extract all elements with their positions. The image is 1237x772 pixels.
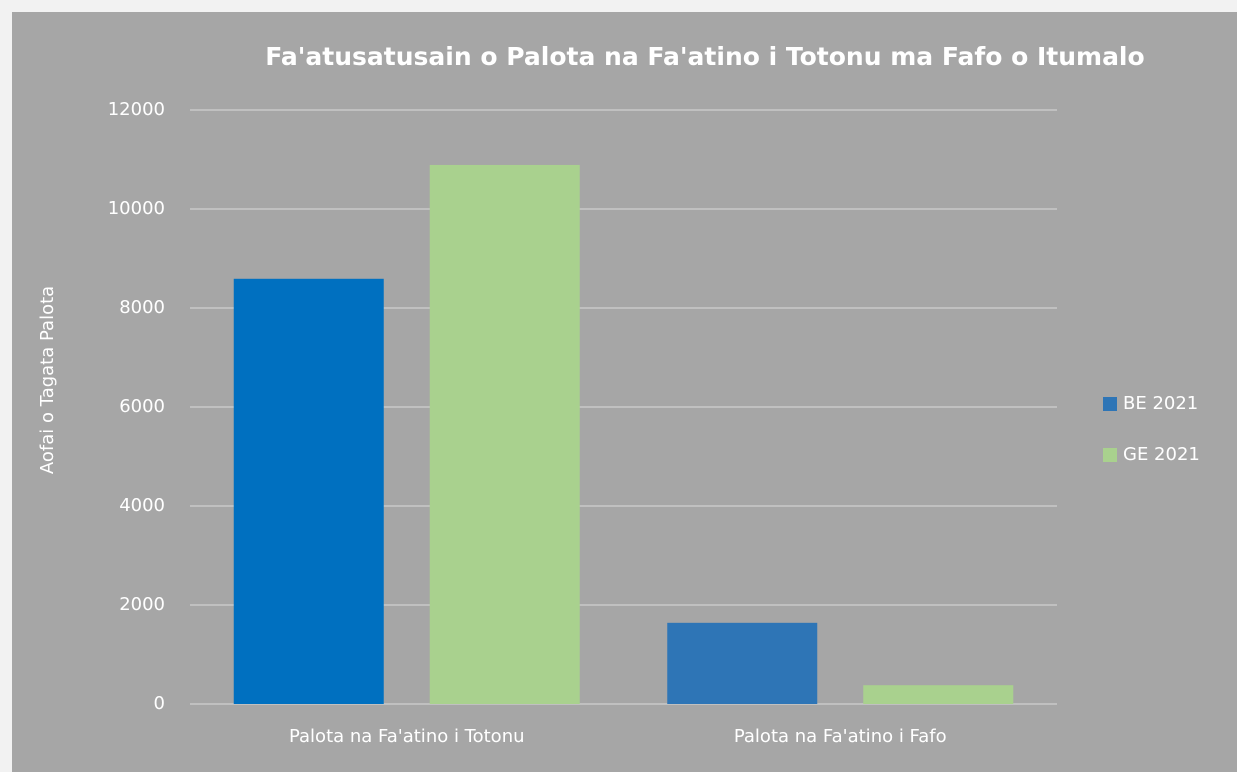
- chart-title: Fa'atusatusain o Palota na Fa'atino i To…: [265, 42, 1144, 71]
- y-tick-label: 4000: [119, 495, 165, 516]
- y-axis-label: Aofai o Tagata Palota: [37, 286, 58, 474]
- y-tick-label: 12000: [108, 99, 165, 120]
- y-tick-label: 8000: [119, 297, 165, 318]
- y-tick-label: 0: [154, 693, 165, 714]
- legend-swatch: [1103, 448, 1117, 462]
- x-tick-label: Palota na Fa'atino i Totonu: [289, 726, 525, 747]
- legend-label: GE 2021: [1123, 444, 1200, 465]
- chart-background: [12, 12, 1237, 772]
- legend-label: BE 2021: [1123, 393, 1198, 414]
- y-tick-label: 6000: [119, 396, 165, 417]
- bar: [667, 622, 818, 704]
- bar: [429, 164, 580, 704]
- y-tick-label: 10000: [108, 198, 165, 219]
- bar: [233, 278, 384, 704]
- legend-swatch: [1103, 397, 1117, 411]
- bar: [863, 685, 1014, 704]
- y-tick-label: 2000: [119, 594, 165, 615]
- x-tick-label: Palota na Fa'atino i Fafo: [734, 726, 947, 747]
